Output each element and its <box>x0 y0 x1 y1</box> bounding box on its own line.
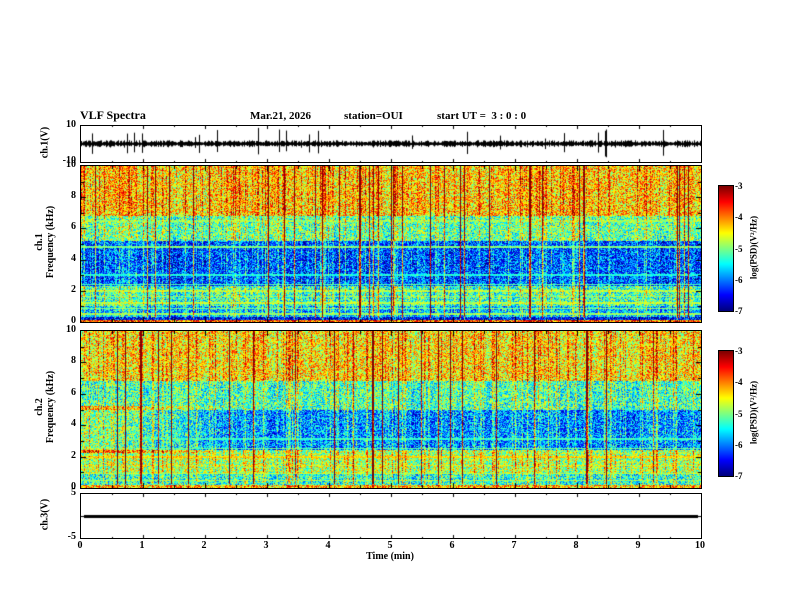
time-xtick: 2 <box>201 540 207 551</box>
time-xtick: 1 <box>139 540 145 551</box>
colorbar-tick: -5 <box>735 409 743 419</box>
frequency-label: Frequency (kHz) <box>45 205 56 279</box>
colorbar-tick: -3 <box>735 346 743 356</box>
spec2-ytick: 2 <box>71 450 76 461</box>
station-label: station=OUI <box>344 110 403 122</box>
spec1-ytick: 4 <box>71 253 76 264</box>
time-xtick: 3 <box>263 540 269 551</box>
ch3v-ytick: -5 <box>67 531 76 542</box>
colorbar-ch1 <box>718 185 734 312</box>
frequency-label: Frequency (kHz) <box>45 370 56 444</box>
figure-date: Mar.21, 2026 <box>250 110 312 122</box>
colorbar-tick: -4 <box>735 212 743 222</box>
colorbar-tick: -6 <box>735 440 743 450</box>
ch1-voltage-axis-label: ch.1(V) <box>39 126 51 159</box>
time-xtick: 10 <box>695 540 705 551</box>
ch1-waveform-canvas <box>80 125 702 163</box>
ch1-label: ch.1 <box>34 233 45 251</box>
time-xtick: 5 <box>387 540 393 551</box>
ch3-waveform-canvas <box>80 493 702 539</box>
spec1-ytick: 2 <box>71 284 76 295</box>
ch2-spectrogram-canvas <box>80 330 702 489</box>
colorbar-tick: -7 <box>735 471 743 481</box>
time-xtick: 0 <box>77 540 83 551</box>
spec1-ytick: 8 <box>71 190 76 201</box>
colorbar-ch2 <box>718 350 734 477</box>
figure-title: VLF Spectra <box>80 108 146 122</box>
time-xtick: 6 <box>449 540 455 551</box>
time-xtick: 8 <box>573 540 579 551</box>
time-xtick: 9 <box>635 540 641 551</box>
spec1-ytick: 0 <box>71 315 76 326</box>
time-xtick: 4 <box>325 540 331 551</box>
spec2-ytick: 10 <box>66 324 76 335</box>
colorbar-tick: -4 <box>735 377 743 387</box>
ch2-label: ch.2 <box>34 398 45 416</box>
ch1v-ytick: 10 <box>66 119 76 130</box>
ch1-spectrogram-canvas <box>80 165 702 323</box>
time-axis-label: Time (min) <box>366 551 414 562</box>
ch3v-ytick: 5 <box>71 487 76 498</box>
colorbar-tick: -6 <box>735 275 743 285</box>
spec2-ytick: 6 <box>71 387 76 398</box>
spec1-ytick: 6 <box>71 221 76 232</box>
time-xtick: 7 <box>511 540 517 551</box>
ch1v-ytick: -10 <box>62 155 76 166</box>
colorbar-tick: -5 <box>735 244 743 254</box>
spec2-ytick: 8 <box>71 355 76 366</box>
colorbar-tick: -7 <box>735 306 743 316</box>
colorbar-tick: -3 <box>735 181 743 191</box>
spec2-ytick: 0 <box>71 481 76 492</box>
spec1-ytick: 10 <box>66 159 76 170</box>
start-ut-label: start UT = 3 : 0 : 0 <box>437 110 527 122</box>
spec2-ytick: 4 <box>71 418 76 429</box>
